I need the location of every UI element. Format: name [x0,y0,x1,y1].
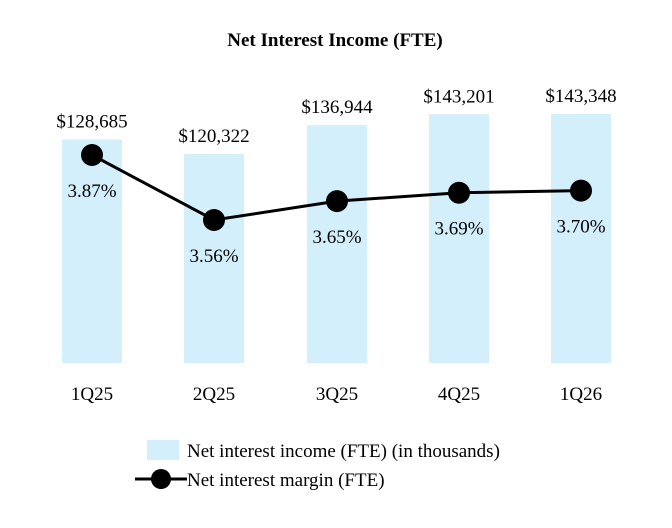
category-labels-group: 1Q25 2Q25 3Q25 4Q25 1Q26 [71,384,602,405]
legend-bar-label: Net interest income (FTE) (in thousands) [187,441,500,462]
margin-point-1q25 [81,144,103,166]
legend-line-marker [151,469,171,489]
margin-point-2q25 [203,209,225,231]
bar-3q25 [307,125,367,363]
bar-2q25 [184,153,244,363]
category-label: 2Q25 [193,384,235,405]
margin-line-group [81,144,592,231]
legend: Net interest income (FTE) (in thousands)… [135,440,500,491]
bars-group [62,114,611,363]
bar-value-label: $128,685 [56,111,127,132]
chart-title: Net Interest Income (FTE) [227,30,442,51]
margin-point-1q26 [570,179,592,202]
margin-point-3q25 [326,190,348,213]
category-label: 4Q25 [438,384,480,405]
margin-value-label: 3.56% [189,246,238,267]
bar-1q25 [62,139,122,363]
margin-value-label: 3.65% [312,227,361,248]
legend-line-label: Net interest margin (FTE) [187,470,385,491]
bar-value-label: $143,348 [545,86,616,107]
bar-1q26 [551,114,611,363]
margin-labels-group: 3.87% 3.56% 3.65% 3.69% 3.70% [67,181,605,267]
category-label: 1Q26 [560,384,602,405]
margin-value-label: 3.87% [67,181,116,202]
bar-value-label: $143,201 [423,86,494,107]
bar-labels-group: $128,685 $120,322 $136,944 $143,201 $143,348 [56,86,616,147]
margin-value-label: 3.70% [556,217,605,238]
bar-value-label: $136,944 [301,97,373,118]
margin-point-4q25 [448,181,470,204]
margin-value-label: 3.69% [434,219,483,240]
bar-4q25 [429,114,489,363]
legend-bar-swatch [147,440,179,460]
bar-value-label: $120,322 [178,126,249,147]
category-label: 1Q25 [71,384,113,405]
category-label: 3Q25 [316,384,358,405]
